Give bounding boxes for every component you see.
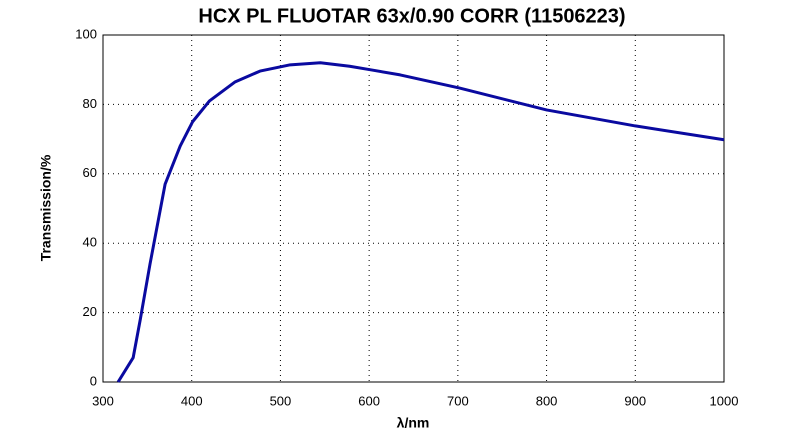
- y-tick-label: 20: [83, 304, 97, 319]
- x-tick-label: 900: [624, 393, 646, 408]
- x-tick-label: 1000: [710, 393, 739, 408]
- x-tick-label: 300: [92, 393, 114, 408]
- y-tick-label: 60: [83, 165, 97, 180]
- x-tick-label: 600: [358, 393, 380, 408]
- y-tick-label: 40: [83, 235, 97, 250]
- plot-frame: [102, 34, 725, 383]
- y-axis-label: Transmission/%: [38, 154, 54, 261]
- chart-title: HCX PL FLUOTAR 63x/0.90 CORR (11506223): [198, 5, 625, 27]
- y-tick-label: 0: [90, 373, 97, 388]
- y-tick-label: 100: [75, 26, 97, 41]
- data-line: [116, 61, 725, 383]
- x-tick-label: 500: [270, 393, 292, 408]
- x-axis-label: λ/nm: [397, 415, 430, 431]
- x-tick-label: 400: [181, 393, 203, 408]
- y-tick-label: 80: [83, 96, 97, 111]
- x-tick-label: 700: [447, 393, 469, 408]
- x-tick-label: 800: [536, 393, 558, 408]
